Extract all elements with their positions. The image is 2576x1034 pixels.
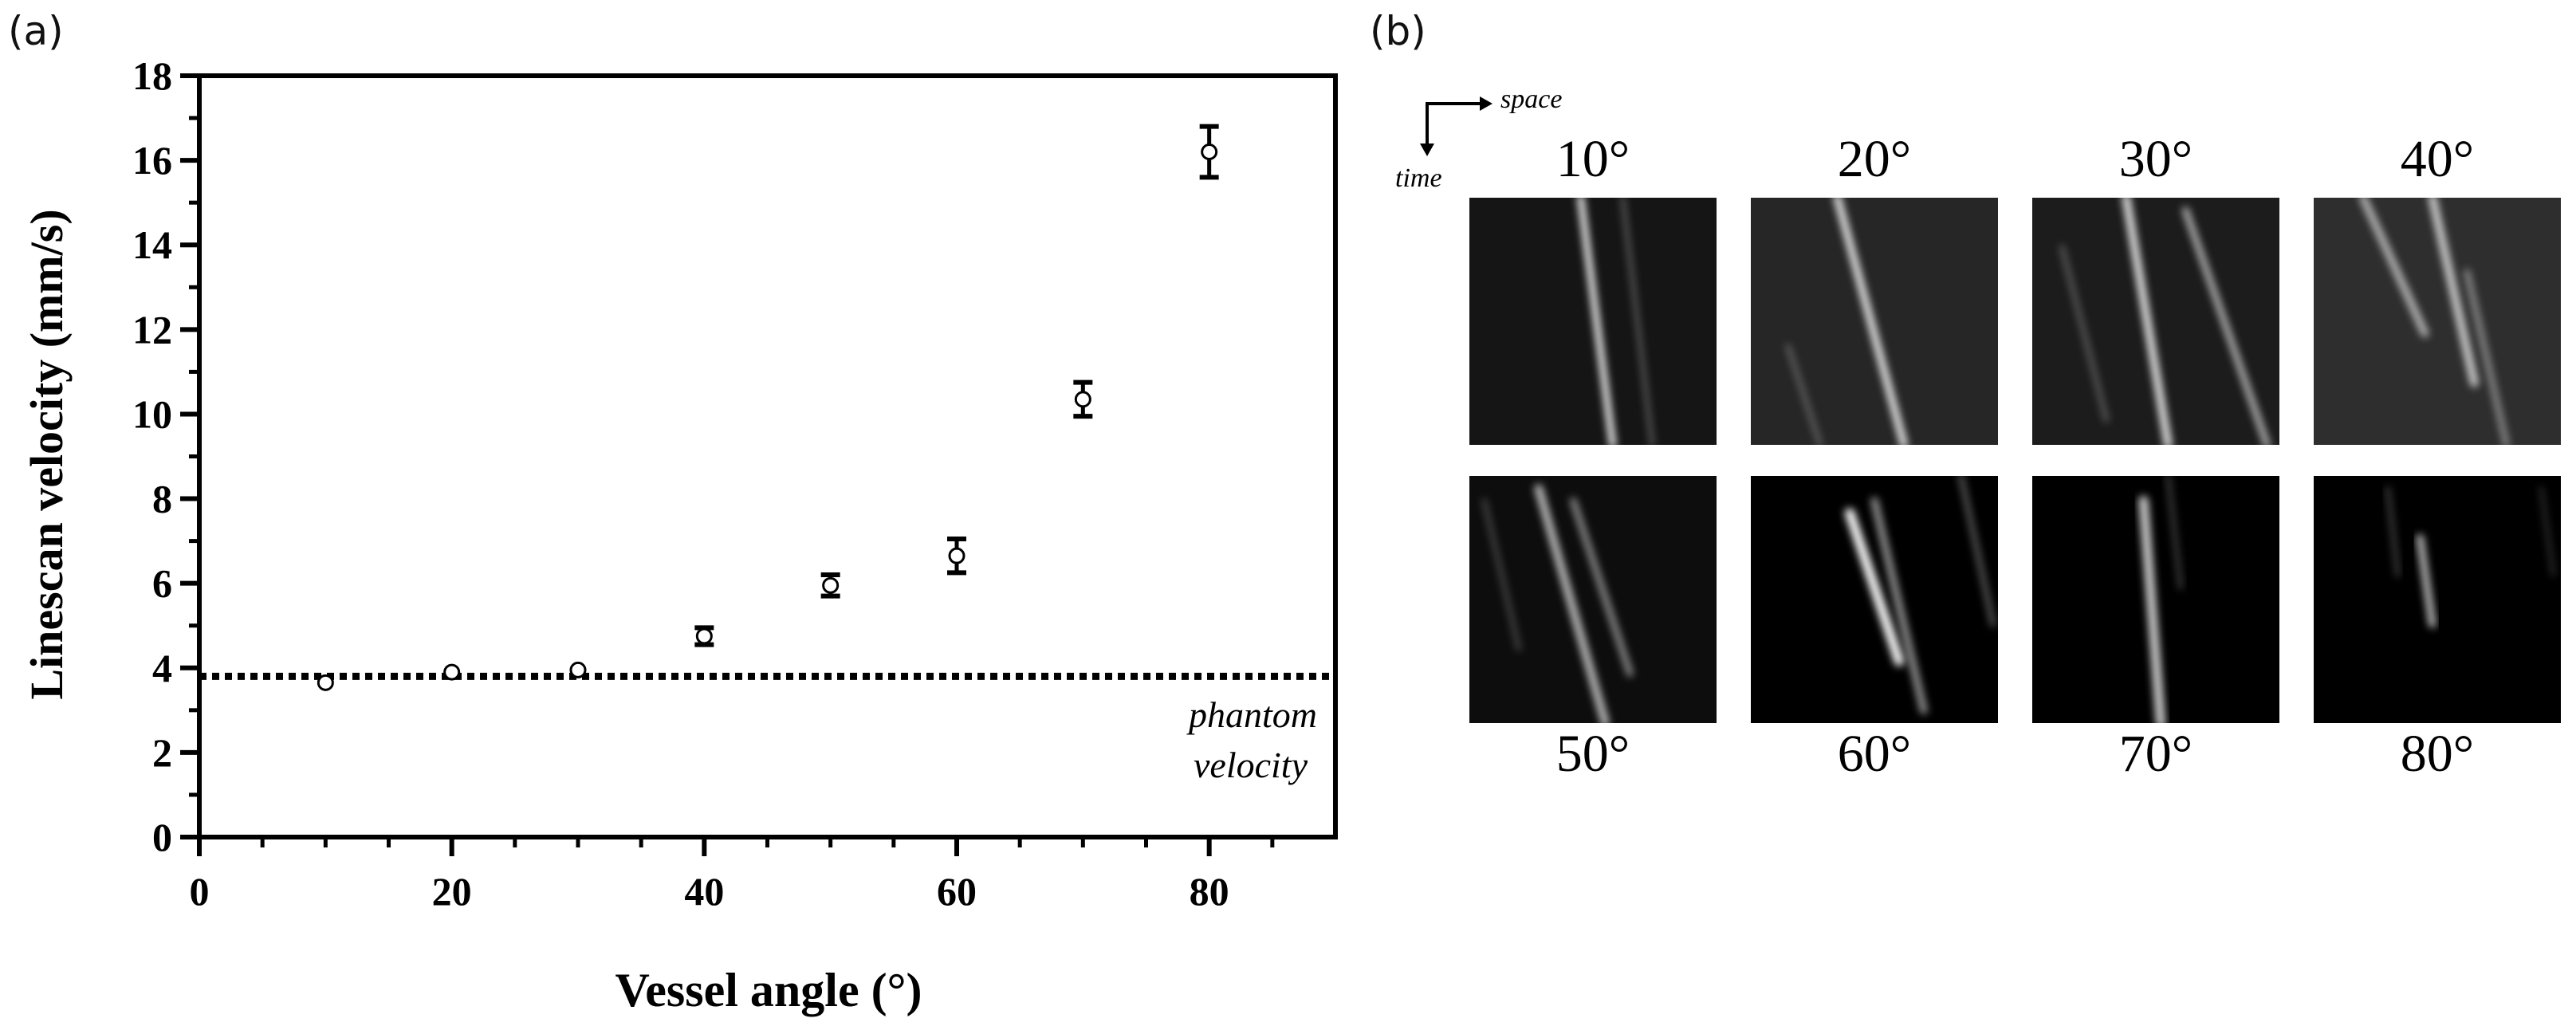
cell-streak xyxy=(1834,198,1908,445)
data-point xyxy=(694,625,714,647)
y-tick-label: 8 xyxy=(152,477,172,521)
cell-streak xyxy=(1481,498,1521,651)
y-tick-label: 10 xyxy=(132,391,172,436)
space-time-axes-icon xyxy=(1420,96,1493,156)
linescan-angle-label: 60° xyxy=(1837,725,1912,783)
y-tick-label: 0 xyxy=(152,815,172,859)
data-point xyxy=(820,572,840,599)
linescan-image xyxy=(2032,198,2279,445)
linescan-angle-label: 20° xyxy=(1837,130,1912,188)
plot-frame xyxy=(197,73,1338,839)
panel-label-b: (b) xyxy=(1370,8,1426,54)
linescan-image xyxy=(2314,198,2561,445)
cell-streak xyxy=(1870,497,1928,714)
cell-streak xyxy=(2464,269,2510,445)
y-axis-title: Linescan velocity (mm/s) xyxy=(21,209,73,699)
y-tick-label: 4 xyxy=(152,646,172,690)
cell-streak xyxy=(1534,484,1610,723)
linescan-image xyxy=(2032,476,2279,723)
point-marker xyxy=(822,576,840,594)
y-tick-label: 6 xyxy=(152,561,172,606)
point-marker xyxy=(1201,144,1218,160)
linescan-image xyxy=(1751,198,1998,445)
point-marker xyxy=(569,661,587,678)
cell-streak xyxy=(2059,245,2109,423)
linescan-angle-label: 50° xyxy=(1555,725,1630,783)
x-tick-label: 40 xyxy=(684,869,724,914)
point-marker xyxy=(695,627,713,645)
cell-streak xyxy=(2182,206,2271,445)
cell-streak xyxy=(1786,344,1823,445)
cell-streak xyxy=(2359,198,2429,337)
panel-label-a: (a) xyxy=(8,8,64,54)
cell-streak xyxy=(2138,496,2166,723)
linescan-angle-label: 10° xyxy=(1555,130,1630,188)
cell-streak xyxy=(1845,508,1904,666)
space-axis-label: space xyxy=(1500,85,1563,114)
data-point xyxy=(443,663,461,681)
point-marker xyxy=(948,547,966,564)
linescan-angle-label: 30° xyxy=(2118,130,2193,188)
linescan-background xyxy=(2032,198,2279,445)
data-point xyxy=(569,661,587,678)
data-point xyxy=(1199,124,1219,180)
y-tick-label: 18 xyxy=(132,53,172,98)
cell-streak xyxy=(1577,198,1616,445)
linescan-image xyxy=(2314,476,2561,723)
phantom-label-line1: phantom xyxy=(1186,694,1317,735)
cell-streak xyxy=(2539,486,2556,577)
x-tick-label: 0 xyxy=(190,869,210,914)
linescan-image xyxy=(1751,476,1998,723)
linescan-angle-label: 80° xyxy=(2400,725,2475,783)
y-tick-label: 14 xyxy=(132,222,172,267)
point-marker xyxy=(317,674,334,691)
linescan-image xyxy=(1469,476,1717,723)
linescan-angle-label: 70° xyxy=(2118,725,2193,783)
y-tick-label: 2 xyxy=(152,730,172,775)
y-tick-label: 16 xyxy=(132,138,172,183)
data-point xyxy=(317,674,334,691)
data-point xyxy=(947,536,966,576)
x-axis-title: Vessel angle (°) xyxy=(615,964,922,1016)
data-point xyxy=(1073,379,1093,419)
phantom-label-line2: velocity xyxy=(1194,745,1308,785)
linescan-background xyxy=(2314,198,2561,445)
point-marker xyxy=(443,663,461,681)
y-tick-label: 12 xyxy=(132,307,172,352)
cell-streak xyxy=(2385,486,2401,577)
cell-streak xyxy=(2428,198,2479,387)
x-tick-label: 60 xyxy=(937,869,977,914)
cell-streak xyxy=(1620,198,1654,445)
cell-streak xyxy=(1570,497,1634,677)
linescan-angle-label: 40° xyxy=(2400,130,2475,188)
time-axis-label: time xyxy=(1395,163,1442,193)
x-tick-label: 80 xyxy=(1190,869,1229,914)
velocity-angle-chart: Linescan velocity (mm/s) Vessel angle (°… xyxy=(21,53,1338,1016)
cell-streak xyxy=(1958,476,1996,627)
linescan-background xyxy=(1469,198,1717,445)
cell-streak xyxy=(2416,534,2436,628)
cell-streak xyxy=(2165,476,2183,590)
linescan-background xyxy=(2314,476,2561,723)
linescan-image xyxy=(1469,198,1717,445)
x-tick-label: 20 xyxy=(432,869,472,914)
cell-streak xyxy=(2122,198,2173,445)
point-marker xyxy=(1074,391,1091,408)
